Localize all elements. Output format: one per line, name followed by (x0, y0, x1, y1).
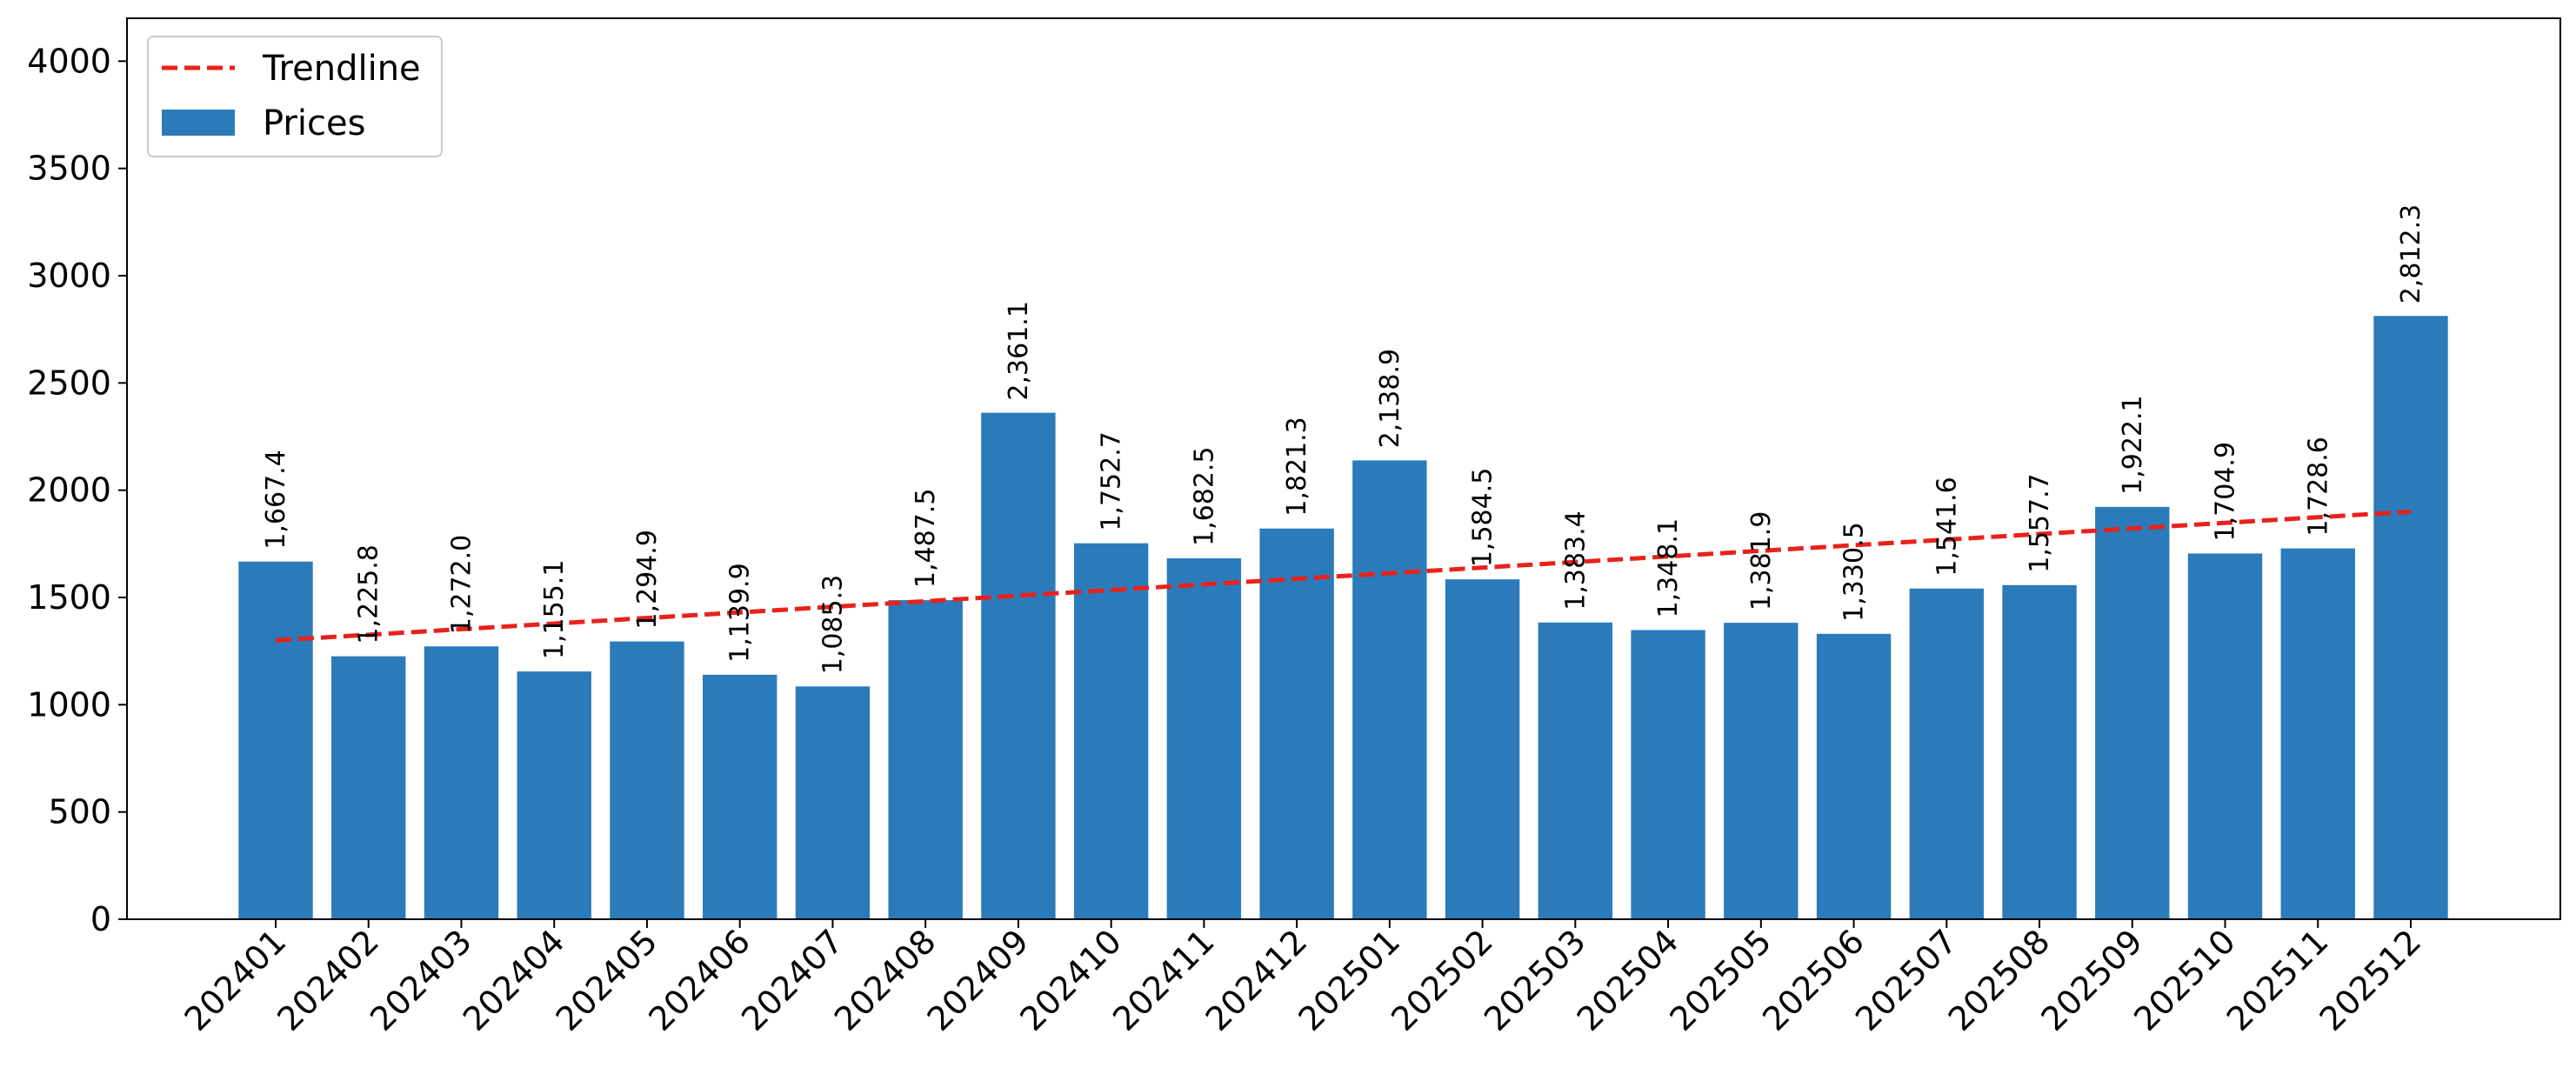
bar-202411 (1166, 557, 1242, 919)
x-tick-label-202409: 202409 (920, 922, 1037, 1038)
x-tick-label-202512: 202512 (2312, 922, 2429, 1038)
bar-202505 (1724, 623, 1799, 919)
bar-202511 (2280, 548, 2355, 919)
data-label-202408: 1,487.5 (911, 489, 941, 589)
x-axis: 2024012024022024032024042024052024062024… (177, 919, 2429, 1038)
x-tick-label-202407: 202407 (734, 922, 851, 1038)
data-label-202405: 1,294.9 (632, 530, 663, 630)
x-tick-label-202401: 202401 (177, 922, 294, 1038)
data-label-202505: 1,381.9 (1746, 511, 1777, 611)
bar-202507 (1909, 588, 1984, 919)
bars-layer (238, 316, 2448, 920)
x-tick-label-202510: 202510 (2126, 922, 2243, 1038)
x-tick-label-202504: 202504 (1570, 922, 1686, 1038)
data-label-202507: 1,541.6 (1932, 477, 1962, 577)
bar-202409 (981, 412, 1056, 919)
y-tick-label: 2500 (27, 364, 111, 402)
legend-prices-swatch (162, 110, 235, 136)
data-label-202403: 1,272.0 (446, 535, 477, 635)
data-label-202511: 1,728.6 (2303, 437, 2333, 537)
data-label-202506: 1,330.5 (1839, 522, 1870, 622)
bar-202408 (888, 600, 963, 919)
y-tick-label: 1500 (27, 578, 111, 617)
x-tick-label-202505: 202505 (1663, 922, 1779, 1038)
data-label-202510: 1,704.9 (2211, 442, 2241, 542)
data-label-202411: 1,682.5 (1189, 446, 1219, 546)
bar-202401 (238, 561, 313, 919)
bar-202503 (1538, 622, 1613, 919)
data-label-202409: 2,361.1 (1004, 301, 1034, 401)
x-tick-label-202411: 202411 (1105, 922, 1222, 1038)
x-tick-label-202502: 202502 (1384, 922, 1500, 1038)
y-tick-label: 1000 (27, 685, 111, 724)
x-tick-label-202412: 202412 (1198, 922, 1315, 1038)
legend-trendline-label: Trendline (262, 49, 421, 89)
bar-202405 (610, 641, 684, 919)
data-label-202406: 1,139.9 (725, 563, 756, 663)
data-label-202407: 1,085.3 (818, 575, 848, 675)
data-label-202508: 1,557.7 (2025, 473, 2055, 573)
y-tick-label: 0 (90, 900, 111, 938)
x-tick-label-202408: 202408 (827, 922, 944, 1038)
x-tick-label-202402: 202402 (270, 922, 386, 1038)
data-label-202512: 2,812.3 (2396, 204, 2426, 304)
data-label-202503: 1,383.4 (1560, 510, 1591, 611)
x-tick-label-202406: 202406 (641, 922, 757, 1038)
plot-frame (126, 17, 2561, 920)
y-tick-label: 3500 (27, 150, 111, 188)
data-labels-layer: 1,667.4 1,225.8 1,272.0 1,155.1 1,294.9 1,139… (261, 204, 2426, 675)
bar-202502 (1445, 579, 1520, 919)
x-tick-label-202503: 202503 (1477, 922, 1593, 1038)
y-tick-label: 4000 (27, 42, 111, 80)
data-label-202504: 1,348.1 (1653, 518, 1684, 618)
data-label-202402: 1,225.8 (354, 544, 384, 644)
x-tick-label-202403: 202403 (363, 922, 479, 1038)
y-tick-label: 2000 (27, 471, 111, 510)
data-label-202501: 2,138.9 (1375, 349, 1405, 449)
x-tick-label-202511: 202511 (2219, 922, 2336, 1038)
bar-202501 (1352, 460, 1427, 919)
legend: Trendline Prices (147, 36, 443, 157)
bar-202407 (795, 686, 871, 919)
trendline-layer (275, 509, 2412, 643)
x-tick-label-202509: 202509 (2033, 922, 2150, 1038)
bar-202404 (517, 671, 591, 919)
x-tick-label-202404: 202404 (456, 922, 572, 1038)
x-tick-label-202506: 202506 (1755, 922, 1872, 1038)
x-tick-label-202507: 202507 (1848, 922, 1965, 1038)
data-label-202410: 1,752.7 (1097, 431, 1127, 531)
bar-202406 (703, 674, 777, 919)
x-tick-label-202508: 202508 (1941, 922, 2058, 1038)
x-tick-label-202501: 202501 (1291, 922, 1408, 1038)
bar-202504 (1631, 630, 1705, 919)
legend-prices-label: Prices (263, 103, 365, 143)
y-tick-label: 3000 (27, 257, 111, 295)
data-label-202404: 1,155.1 (539, 560, 570, 660)
bar-202508 (2002, 584, 2077, 919)
bar-202509 (2095, 506, 2170, 919)
data-label-202401: 1,667.4 (261, 450, 291, 550)
x-tick-label-202410: 202410 (1012, 922, 1129, 1038)
bar-202402 (331, 656, 406, 919)
bar-202403 (424, 646, 499, 919)
bar-202412 (1259, 528, 1334, 919)
y-axis: 0 500 1000 1500 2000 2500 3000 3500 4000 (27, 42, 127, 938)
trendline (275, 509, 2412, 643)
bar-202510 (2187, 553, 2263, 919)
data-label-202412: 1,821.3 (1282, 417, 1312, 517)
data-label-202509: 1,922.1 (2118, 395, 2148, 495)
y-tick-label: 500 (48, 793, 111, 831)
data-label-202502: 1,584.5 (1468, 468, 1498, 568)
bar-202512 (2373, 316, 2448, 920)
bar-202410 (1073, 543, 1149, 919)
bar-202506 (1816, 633, 1892, 919)
x-tick-label-202405: 202405 (549, 922, 665, 1038)
